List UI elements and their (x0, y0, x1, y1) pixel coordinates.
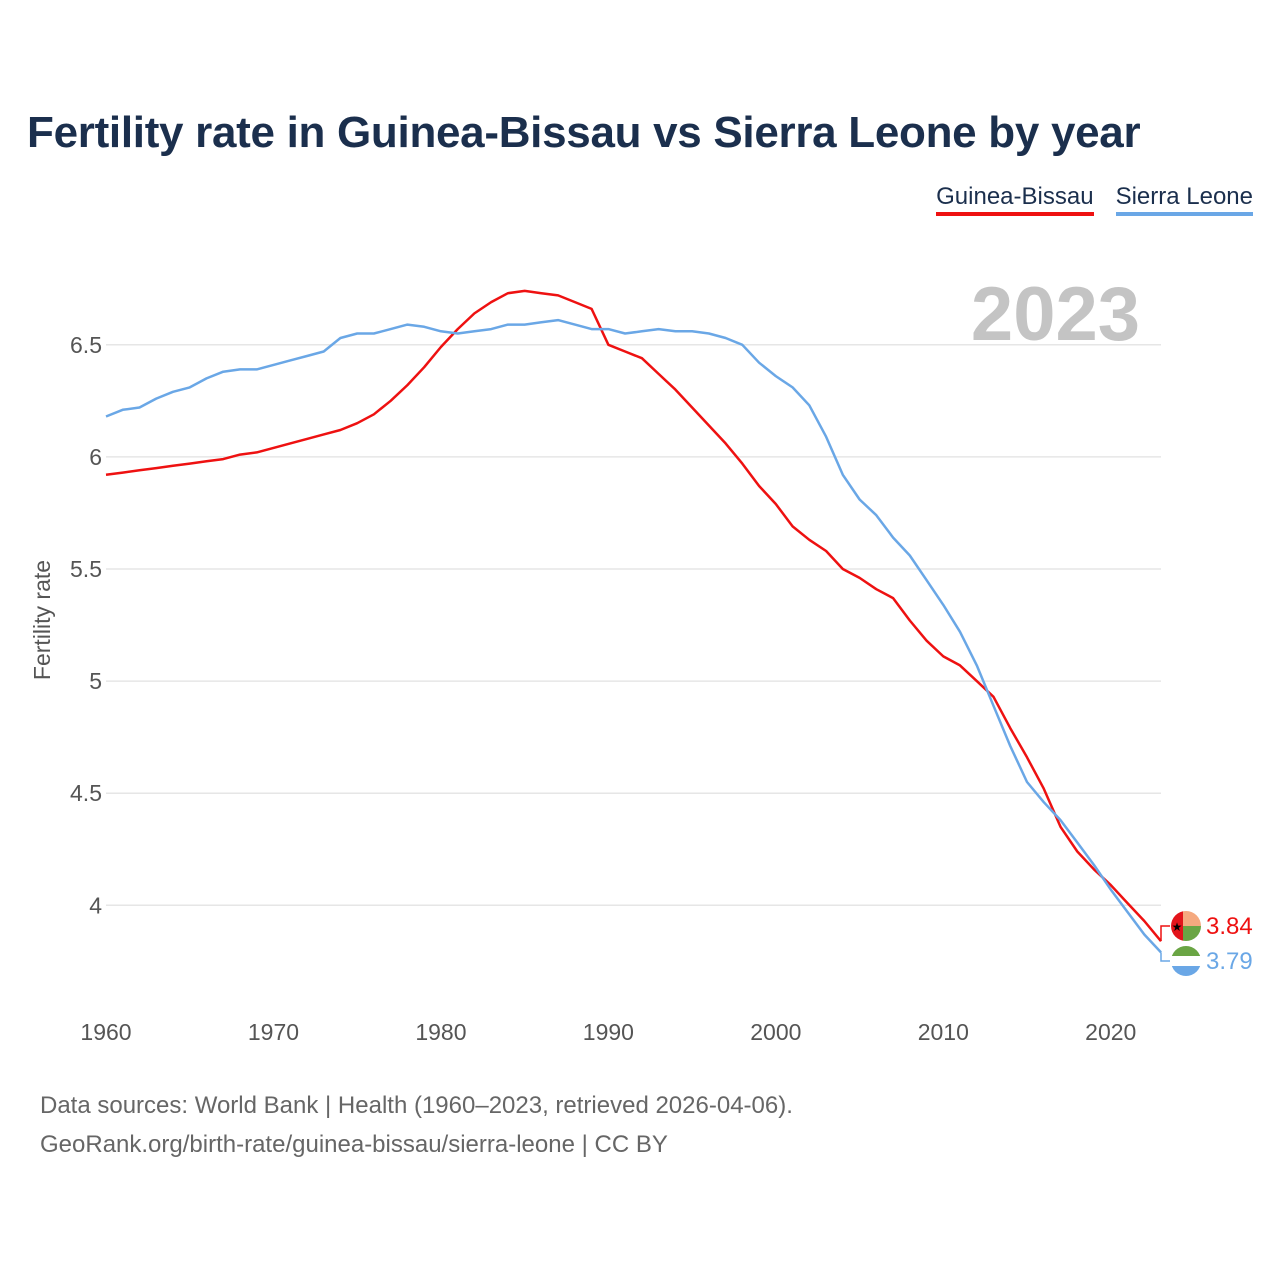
legend-item-guinea-bissau[interactable]: Guinea-Bissau (936, 184, 1094, 216)
source-footer: Data sources: World Bank | Health (1960–… (40, 1086, 793, 1164)
legend: Guinea-Bissau Sierra Leone (936, 184, 1253, 216)
y-tick-label: 6 (89, 444, 102, 470)
end-connector (1160, 952, 1170, 962)
x-tick-label: 2020 (1085, 1019, 1136, 1045)
svg-text:★: ★ (1172, 920, 1183, 934)
y-axis-label: Fertility rate (29, 560, 55, 680)
y-tick-label: 5.5 (70, 556, 102, 582)
y-tick-label: 4 (89, 892, 102, 918)
x-tick-label: 1970 (248, 1019, 299, 1045)
end-connector (1160, 925, 1170, 942)
y-tick-label: 5 (89, 668, 102, 694)
x-tick-label: 1980 (415, 1019, 466, 1045)
chart-title: Fertility rate in Guinea-Bissau vs Sierr… (27, 108, 1141, 157)
x-tick-label: 1990 (583, 1019, 634, 1045)
sierra-leone-flag-icon (1171, 946, 1201, 976)
x-tick-label: 2000 (750, 1019, 801, 1045)
end-value-label: 3.84 (1206, 913, 1253, 940)
line-chart: 4 4.5 5 5.5 6 6.5 1960 1970 1980 1990 2000 2010 202… (29, 272, 1253, 1045)
year-overlay: 2023 (971, 272, 1140, 357)
y-tick-label: 6.5 (70, 332, 102, 358)
x-tick-label: 2010 (918, 1019, 969, 1045)
series-line-sierra-leone (105, 318, 1162, 954)
end-value-label: 3.79 (1206, 948, 1253, 975)
y-axis-ticks: 4 4.5 5 5.5 6 6.5 (70, 332, 102, 919)
x-axis-ticks: 1960 1970 1980 1990 2000 2010 2020 (80, 1019, 1136, 1045)
y-tick-label: 4.5 (70, 780, 102, 806)
legend-item-sierra-leone[interactable]: Sierra Leone (1115, 184, 1253, 216)
x-tick-label: 1960 (80, 1019, 131, 1045)
end-markers: ★ 3.84 3.79 (1160, 911, 1253, 976)
source-line: Data sources: World Bank | Health (1960–… (40, 1092, 793, 1119)
series-lines (105, 289, 1162, 954)
guinea-bissau-flag-icon: ★ (1171, 911, 1201, 941)
series-line-guinea-bissau (105, 289, 1162, 942)
gridlines (106, 344, 1161, 907)
credit-line[interactable]: GeoRank.org/birth-rate/guinea-bissau/sie… (40, 1131, 668, 1158)
